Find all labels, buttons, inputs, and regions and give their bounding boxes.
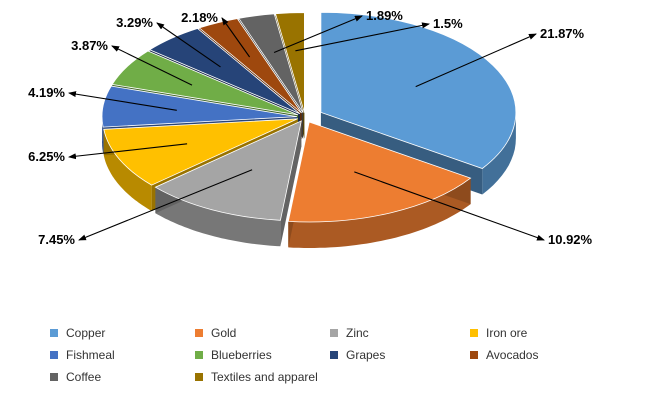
data-label-copper: 21.87% xyxy=(540,26,585,41)
data-label-avocados: 2.18% xyxy=(181,10,218,25)
legend-item-blueberries: Blueberries xyxy=(195,348,272,362)
legend-label-iron-ore: Iron ore xyxy=(486,326,528,340)
slice-top-blueberries xyxy=(111,50,299,116)
legend-label-zinc: Zinc xyxy=(346,326,369,340)
legend-label-copper: Copper xyxy=(66,326,105,340)
legend-label-blueberries: Blueberries xyxy=(211,348,272,362)
data-label-blueberries: 3.87% xyxy=(71,38,108,53)
legend-swatch-gold xyxy=(195,329,203,337)
slice-cut-zinc xyxy=(280,120,302,247)
slice-wall-gold xyxy=(288,178,471,248)
data-label-grapes: 3.29% xyxy=(116,15,153,30)
legend-label-fishmeal: Fishmeal xyxy=(66,348,115,362)
slice-top-iron-ore xyxy=(103,118,298,186)
legend-item-textiles-and-apparel: Textiles and apparel xyxy=(195,370,318,384)
data-label-iron-ore: 6.25% xyxy=(28,149,65,164)
leader-textiles-and-apparel xyxy=(295,22,430,52)
legend: Copper Gold Zinc Iron ore Fishmeal Blueberrie… xyxy=(50,326,538,384)
legend-swatch-coffee xyxy=(50,373,58,381)
data-labels-layer: 21.87% 10.92% 7.45% 6.25% 4.19% 3.87% 3.29% 2.1… xyxy=(28,8,592,247)
data-label-fishmeal: 4.19% xyxy=(28,85,65,100)
leader-copper xyxy=(415,33,537,88)
legend-item-coffee: Coffee xyxy=(50,370,101,384)
leader-coffee xyxy=(273,15,363,54)
slice-top-textiles-and-apparel xyxy=(274,12,305,113)
legend-swatch-blueberries xyxy=(195,351,203,359)
slice-wall-iron-ore xyxy=(103,129,152,212)
slice-top-avocados xyxy=(198,18,302,114)
legend-label-grapes: Grapes xyxy=(346,348,385,362)
legend-swatch-fishmeal xyxy=(50,351,58,359)
slices-layer xyxy=(101,11,517,248)
legend-label-avocados: Avocados xyxy=(486,348,538,362)
legend-item-grapes: Grapes xyxy=(330,348,385,362)
legend-item-fishmeal: Fishmeal xyxy=(50,348,115,362)
slice-top-coffee xyxy=(238,13,304,113)
leader-iron-ore xyxy=(68,143,188,160)
leader-gold xyxy=(354,171,545,241)
leader-avocados xyxy=(221,17,251,58)
legend-label-coffee: Coffee xyxy=(66,370,101,384)
legend-swatch-avocados xyxy=(470,351,478,359)
legend-swatch-copper xyxy=(50,329,58,337)
legend-item-zinc: Zinc xyxy=(330,326,369,340)
legend-label-gold: Gold xyxy=(211,326,236,340)
slice-top-zinc xyxy=(154,120,302,221)
data-label-zinc: 7.45% xyxy=(38,232,75,247)
data-label-textiles-and-apparel: 1.5% xyxy=(433,16,463,31)
leader-blueberries xyxy=(111,45,193,86)
legend-label-textiles-and-apparel: Textiles and apparel xyxy=(211,370,318,384)
legend-swatch-zinc xyxy=(330,329,338,337)
slice-top-grapes xyxy=(148,28,301,115)
slice-top-fishmeal xyxy=(101,85,298,128)
legend-swatch-textiles-and-apparel xyxy=(195,373,203,381)
data-label-coffee: 1.89% xyxy=(366,8,403,23)
leader-grapes xyxy=(156,22,221,68)
legend-swatch-iron-ore xyxy=(470,329,478,337)
slice-top-copper xyxy=(320,11,517,169)
legend-item-avocados: Avocados xyxy=(470,348,538,362)
leader-zinc xyxy=(78,169,253,241)
data-label-gold: 10.92% xyxy=(548,232,593,247)
legend-item-copper: Copper xyxy=(50,326,105,340)
leader-fishmeal xyxy=(68,91,177,111)
legend-swatch-grapes xyxy=(330,351,338,359)
legend-item-iron-ore: Iron ore xyxy=(470,326,528,340)
legend-item-gold: Gold xyxy=(195,326,236,340)
